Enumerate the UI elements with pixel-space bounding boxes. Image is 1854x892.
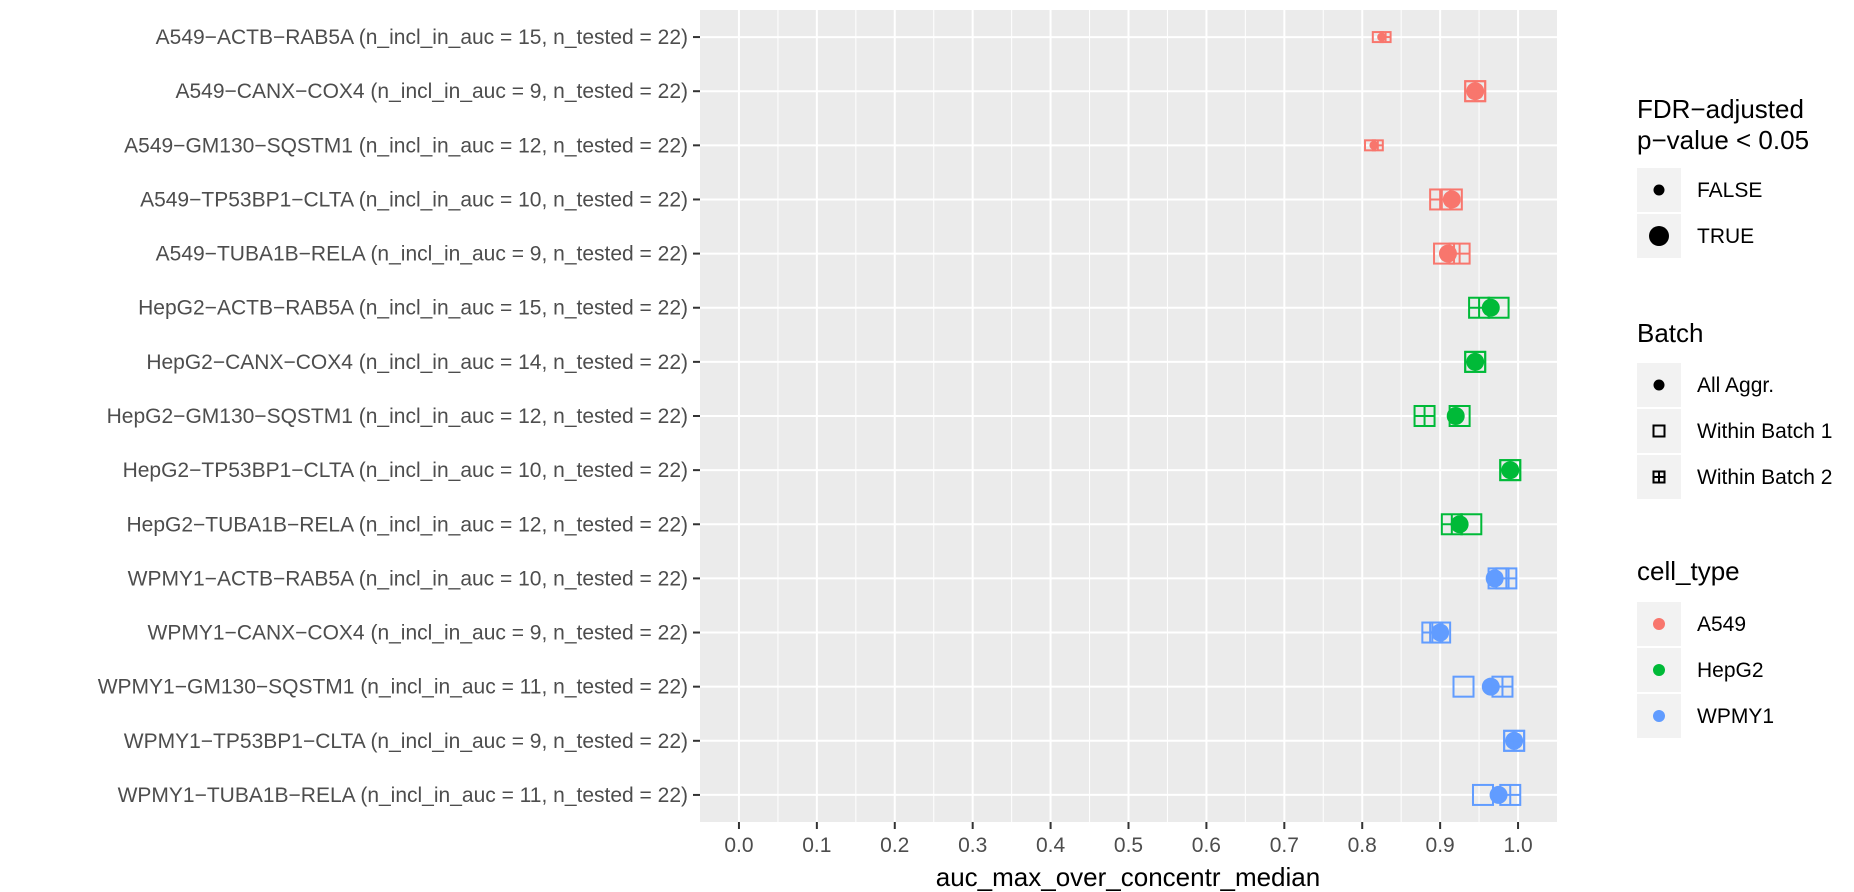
x-tick-label: 0.7 [1270,834,1299,857]
y-tick-label: HepG2−GM130−SQSTM1 (n_incl_in_auc = 12, … [107,405,688,428]
legend-title: FDR−adjusted [1637,94,1804,124]
point-all-aggr [1485,569,1504,588]
legend-label: Within Batch 2 [1697,466,1832,489]
legend-label: A549 [1697,613,1746,636]
grid [700,10,1557,822]
legend-key-square [1652,424,1666,438]
x-tick-label: 1.0 [1503,834,1532,857]
y-tick-label: WPMY1−TP53BP1−CLTA (n_incl_in_auc = 9, n… [124,730,688,753]
legend-label: All Aggr. [1697,374,1774,397]
y-tick-label: WPMY1−CANX−COX4 (n_incl_in_auc = 9, n_te… [148,622,688,645]
point-all-aggr [1442,190,1461,209]
y-tick-label: A549−TUBA1B−RELA (n_incl_in_auc = 9, n_t… [156,243,688,266]
y-tick-label: A549−ACTB−RAB5A (n_incl_in_auc = 15, n_t… [156,26,688,49]
legend-key-circle [1653,379,1665,391]
x-tick-label: 0.5 [1114,834,1143,857]
legend-title: cell_type [1637,556,1740,586]
legend-label: WPMY1 [1697,705,1774,728]
y-tick-label: WPMY1−TUBA1B−RELA (n_incl_in_auc = 11, n… [118,784,688,807]
x-tick-label: 0.4 [1036,834,1066,857]
point-within-batch-1 [1471,783,1494,806]
legend-key-color [1653,618,1665,630]
y-tick-label: WPMY1−GM130−SQSTM1 (n_incl_in_auc = 11, … [98,676,688,699]
point-all-aggr [1481,298,1500,317]
legend-label: Within Batch 1 [1697,420,1832,443]
x-tick-label: 0.2 [880,834,909,857]
y-tick-label: HepG2−TUBA1B−RELA (n_incl_in_auc = 12, n… [126,513,688,536]
y-tick-label: HepG2−TP53BP1−CLTA (n_incl_in_auc = 10, … [123,459,688,482]
legend-label: HepG2 [1697,659,1764,682]
x-tick-label: 0.6 [1192,834,1221,857]
legend-key-circle [1649,226,1669,246]
point-all-aggr [1438,244,1457,263]
x-tick-label: 0.8 [1348,834,1377,857]
point-all-aggr [1489,785,1508,804]
y-tick-label: A549−CANX−COX4 (n_incl_in_auc = 9, n_tes… [176,80,689,103]
point-within-batch-1 [1448,405,1471,427]
chart-marks [1364,31,1526,806]
point-all-aggr [1446,407,1465,425]
legend-key-bg [1637,409,1681,453]
legend-key-circle [1653,184,1665,196]
legend-title: Batch [1637,318,1704,348]
y-tick-label: A549−GM130−SQSTM1 (n_incl_in_auc = 12, n… [124,134,688,157]
legend-key-color [1653,710,1665,722]
y-tick-label: HepG2−CANX−COX4 (n_incl_in_auc = 14, n_t… [146,351,688,374]
x-tick-label: 0.1 [802,834,831,857]
legend-label: FALSE [1697,179,1762,202]
point-all-aggr [1481,677,1500,696]
y-tick-label: WPMY1−ACTB−RAB5A (n_incl_in_auc = 10, n_… [128,567,688,590]
point-within-batch-1 [1452,675,1475,698]
x-axis-label: auc_max_over_concentr_median [936,862,1320,892]
x-tick-label: 0.9 [1426,834,1455,857]
legend-label: TRUE [1697,225,1754,248]
x-tick-label: 0.0 [724,834,753,857]
x-axis: 0.0 0.1 0.2 0.3 0.4 0.5 0.6 0.7 0.8 0.9 1.0 [724,822,1533,857]
y-tick-label: HepG2−ACTB−RAB5A (n_incl_in_auc = 15, n_… [138,297,688,320]
y-tick-label: A549−TP53BP1−CLTA (n_incl_in_auc = 10, n… [140,188,688,211]
legend-title: p−value < 0.05 [1637,125,1809,155]
x-tick-label: 0.3 [958,834,987,857]
y-axis: A549−ACTB−RAB5A (n_incl_in_auc = 15, n_t… [98,26,700,807]
legend-key-color [1653,664,1665,676]
